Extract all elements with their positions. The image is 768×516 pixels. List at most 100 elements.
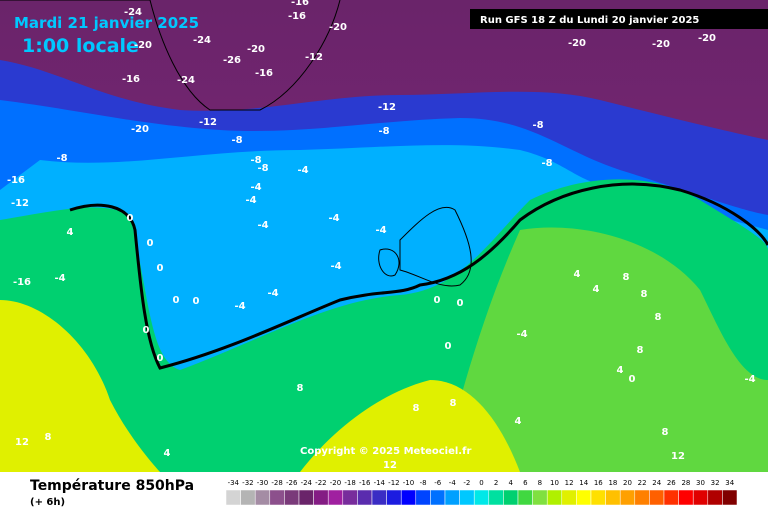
contour-label: 12 (383, 460, 397, 471)
legend-swatch (722, 489, 738, 506)
contour-label: -4 (54, 273, 65, 284)
yellow-zone (300, 380, 520, 472)
legend-label: 32 (711, 479, 720, 487)
legend-swatch (386, 489, 402, 506)
contour-label: -4 (250, 182, 261, 193)
legend-label: -22 (315, 479, 326, 487)
legend-label: -6 (434, 479, 442, 487)
contour-label: 8 (662, 427, 669, 438)
contour-label: -4 (234, 301, 245, 312)
contour-label: 0 (127, 213, 134, 224)
legend-swatch (459, 489, 475, 506)
legend-label: 30 (696, 479, 705, 487)
green2-zone (440, 227, 768, 472)
legend-label: 26 (667, 479, 676, 487)
contour-label: 0 (157, 263, 164, 274)
legend-swatch (225, 489, 241, 506)
coastline (0, 0, 341, 111)
copyright: Copyright © 2025 Meteociel.fr (300, 446, 471, 457)
legend-label: 22 (638, 479, 647, 487)
legend-swatch (707, 489, 723, 506)
contour-label: 8 (413, 403, 420, 414)
contour-label: -4 (330, 261, 341, 272)
legend-label: 0 (479, 479, 483, 487)
legend-swatch (444, 489, 460, 506)
footer-title: Température 850hPa (30, 478, 194, 494)
legend-label: 10 (550, 479, 559, 487)
contour-label: 0 (143, 325, 150, 336)
contour-label: 4 (593, 284, 600, 295)
contour-label: -8 (56, 153, 67, 164)
contour-label: -12 (199, 117, 217, 128)
contour-label: 8 (297, 383, 304, 394)
legend-swatch (342, 489, 358, 506)
contour-label: -16 (122, 74, 140, 85)
legend-swatch (692, 489, 709, 506)
legend-swatch (254, 489, 271, 506)
legend-label: 24 (652, 479, 661, 487)
contour-label: -20 (247, 44, 265, 55)
contour-label: -20 (568, 38, 586, 49)
contour-label: -4 (375, 225, 386, 236)
contour-label: 0 (629, 374, 636, 385)
legend-swatch (678, 489, 694, 506)
contour-label: 4 (67, 227, 74, 238)
time: 1:00 locale (22, 35, 139, 57)
legend-label: -32 (242, 479, 253, 487)
coastline (378, 206, 472, 287)
run-box (470, 9, 768, 29)
legend-label: 12 (565, 479, 574, 487)
legend-swatch (576, 489, 592, 506)
contour-label: 0 (193, 296, 200, 307)
contour-label: -8 (231, 135, 242, 146)
legend-swatch (649, 489, 665, 506)
legend-swatch (546, 489, 563, 506)
legend-label: -18 (344, 479, 355, 487)
legend-swatch (284, 489, 300, 506)
legend-swatch (503, 489, 519, 506)
legend-swatch (269, 489, 285, 506)
contour-label: 12 (15, 437, 29, 448)
legend-label: -26 (286, 479, 298, 487)
contour-label: 8 (623, 272, 630, 283)
legend-swatch (634, 489, 650, 506)
contour-label: -16 (288, 11, 306, 22)
contour-label: -4 (245, 195, 256, 206)
contour-label: -20 (652, 39, 670, 50)
legend-label: -4 (449, 479, 457, 487)
contour-label: 0 (147, 238, 154, 249)
legend-swatch (590, 489, 606, 506)
contour-label: -8 (250, 155, 261, 166)
contour-label: 4 (515, 416, 522, 427)
legend-swatch (313, 489, 329, 506)
legend-label: -2 (463, 479, 470, 487)
legend-label: 14 (579, 479, 588, 487)
contour-label: -4 (744, 374, 755, 385)
legend-swatch (240, 489, 256, 506)
footer-lead: (+ 6h) (30, 497, 65, 508)
contour-label: -24 (177, 75, 195, 86)
legend-label: -16 (359, 479, 371, 487)
contour-label: -8 (532, 120, 543, 131)
contour-label: -12 (305, 52, 323, 63)
contour-label: -20 (329, 22, 347, 33)
legend-label: 2 (494, 479, 498, 487)
legend-label: 34 (725, 479, 734, 487)
date: Mardi 21 janvier 2025 (14, 14, 199, 32)
contour-label: -16 (291, 0, 309, 8)
contour-label: 8 (641, 289, 648, 300)
contour-label: -12 (378, 102, 396, 113)
legend-label: -30 (257, 479, 268, 487)
contour-label: -8 (541, 158, 552, 169)
legend-label: -8 (420, 479, 427, 487)
yellow-zone (0, 300, 160, 472)
legend-swatch (663, 489, 679, 506)
legend-swatch (327, 489, 344, 506)
legend-swatch (298, 489, 314, 506)
contour-label: 0 (157, 353, 164, 364)
contour-label: 0 (457, 298, 464, 309)
run-text: Run GFS 18 Z du Lundi 20 janvier 2025 (480, 15, 699, 26)
legend-label: -34 (228, 479, 240, 487)
legend-label: -14 (374, 479, 386, 487)
